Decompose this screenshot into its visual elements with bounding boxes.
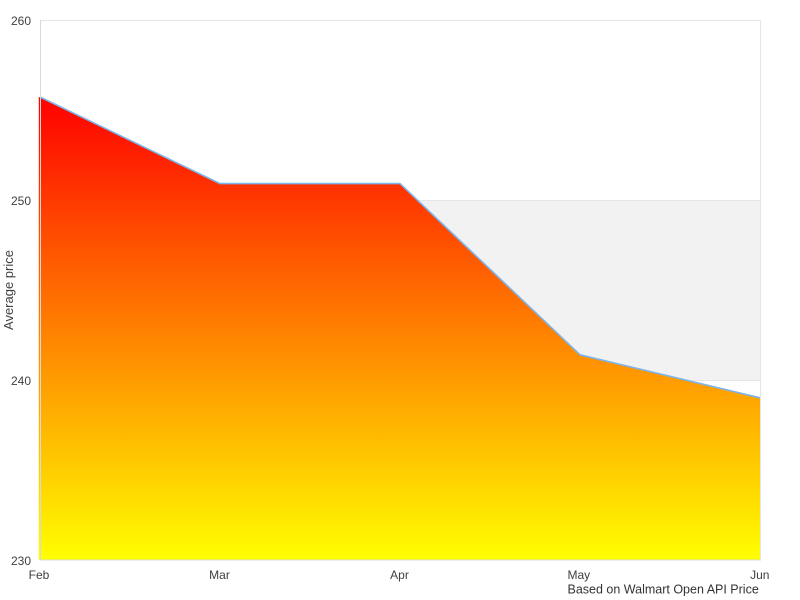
svg-text:Feb: Feb xyxy=(29,568,50,582)
svg-text:Based on Walmart Open API Pric: Based on Walmart Open API Price xyxy=(568,583,759,597)
svg-text:May: May xyxy=(567,568,590,582)
svg-text:250: 250 xyxy=(11,194,31,208)
svg-text:Jun: Jun xyxy=(750,568,769,582)
svg-text:260: 260 xyxy=(11,14,31,28)
svg-text:240: 240 xyxy=(11,374,31,388)
svg-text:Apr: Apr xyxy=(390,568,409,582)
svg-text:230: 230 xyxy=(11,554,31,568)
svg-text:Average price: Average price xyxy=(1,250,16,330)
svg-text:Mar: Mar xyxy=(209,568,230,582)
